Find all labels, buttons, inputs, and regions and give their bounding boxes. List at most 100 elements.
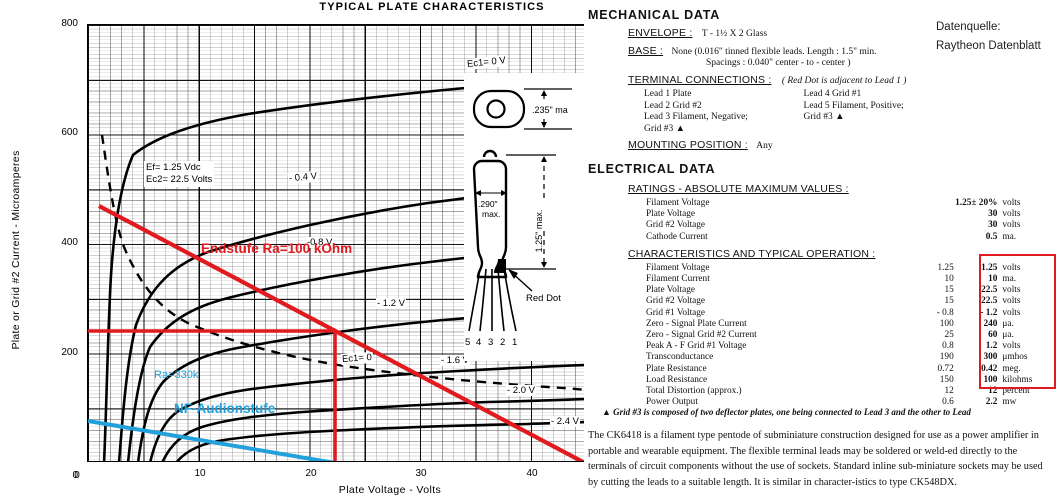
characteristics-table: Filament Voltage 1.25 1.25 volts Filamen… xyxy=(628,263,1058,409)
curve-neg-2p0v xyxy=(161,397,584,461)
terminal-connections-note: ( Red Dot is adjacent to Lead 1 ) xyxy=(781,75,907,86)
grid3-footnote: ▲ Grid #3 is composed of two deflector p… xyxy=(602,407,971,417)
characteristic-unit: meg. xyxy=(1002,363,1021,374)
y-tick-400: 400 xyxy=(61,237,78,248)
x-tick-10: 10 xyxy=(194,468,206,479)
envelope-value: T - 1½ X 2 Glass xyxy=(701,29,768,39)
characteristic-unit: μmhos xyxy=(1002,352,1028,363)
lead-number-labels: 5 4 3 2 1 xyxy=(465,337,517,348)
rating-value: 1.25± 20% xyxy=(955,198,998,208)
lead-item: Lead 2 Grid #2 xyxy=(644,100,702,111)
characteristic-name: Peak A - F Grid #1 Voltage xyxy=(646,341,747,352)
rating-value: 30 xyxy=(988,209,998,220)
curve-label-neg-2p4v: - 2.4 V xyxy=(550,416,580,427)
characteristic-unit: volts xyxy=(1002,296,1021,307)
datasheet-panel: Datenquelle: Raytheon Datenblatt MECHANI… xyxy=(586,0,1059,503)
x-tick-0: 0 xyxy=(74,470,80,481)
characteristic-name: Plate Voltage xyxy=(646,285,695,296)
mechanical-data-heading: MECHANICAL DATA xyxy=(588,8,721,22)
y-axis-label: Plate or Grid #2 Current - Microamperes xyxy=(10,150,22,350)
characteristic-name: Transconductance xyxy=(646,352,714,363)
characteristics-row: Zero - Signal Plate Current 100 240 μa. xyxy=(646,319,1058,330)
rating-name: Cathode Current xyxy=(646,231,708,242)
lead-item: Lead 4 Grid #1 xyxy=(803,89,862,99)
envelope-label: ENVELOPE : xyxy=(628,27,693,39)
characteristic-name: Filament Current xyxy=(646,274,710,285)
ratings-row: Plate Voltage 30 volts xyxy=(646,209,1058,220)
data-source-line1: Datenquelle: xyxy=(936,21,1001,33)
dim-290-label: .290" xyxy=(478,199,498,209)
electrical-data-heading: ELECTRICAL DATA xyxy=(588,162,716,176)
lead-item: Lead 5 Filament, Positive; xyxy=(803,100,904,111)
characteristic-col2: 10 xyxy=(988,274,998,285)
data-source-line2: Raytheon Datenblatt xyxy=(936,40,1041,52)
curve-neg-1p6v xyxy=(149,363,584,461)
operating-conditions-note: Ef= 1.25 Vdc Ec2= 22.5 Volts xyxy=(144,161,215,187)
characteristic-unit: ma. xyxy=(1002,274,1017,285)
base-row: BASE : None (0.016" tinned flexible lead… xyxy=(628,45,973,59)
curve-label-ec1-0-dashed: Ec1= 0 xyxy=(340,351,374,366)
loadline-blue-layer xyxy=(88,419,336,461)
rating-unit: volts xyxy=(1002,209,1021,220)
lead-item: Grid #3 ▲ xyxy=(803,112,845,122)
characteristic-col1: 25 xyxy=(944,330,954,341)
terminal-connections-row: TERMINAL CONNECTIONS : ( Red Dot is adja… xyxy=(628,73,973,88)
base-value-1: None (0.016" tinned flexible leads. Leng… xyxy=(671,46,877,57)
rating-value: 30 xyxy=(988,220,998,231)
characteristic-unit: μa. xyxy=(1002,318,1014,329)
ratings-row: Cathode Current 0.5 ma. xyxy=(646,232,1058,243)
characteristics-row: Filament Current 10 10 ma. xyxy=(646,274,1058,285)
characteristic-col2: 100 xyxy=(983,374,998,385)
characteristics-row: Plate Voltage 15 22.5 volts xyxy=(646,285,1058,296)
plot-area: Ec1= 0 V - 0.4 V -0.8 V - 1.2 V Ec1= 0 -… xyxy=(87,24,584,462)
tube-outline-drawing: .235" ma .290" max. xyxy=(464,73,584,361)
mounting-position-value: Any xyxy=(756,141,773,151)
y-tick-0: 0 xyxy=(72,470,78,481)
characteristic-col2: 2.2 xyxy=(985,397,998,408)
characteristics-row: Total Distortion (approx.) 12 12 percent xyxy=(646,386,1058,397)
characteristic-name: Power Output xyxy=(646,397,698,408)
rating-unit: volts xyxy=(1002,198,1021,208)
x-tick-30: 30 xyxy=(415,468,427,479)
y-tick-600: 600 xyxy=(61,127,78,138)
characteristic-col2: 1.2 xyxy=(985,341,998,352)
loadline-red-layer xyxy=(88,204,584,461)
plate-characteristics-chart: TYPICAL PLATE CHARACTERISTICS 800 600 40… xyxy=(10,1,584,496)
chart-title: TYPICAL PLATE CHARACTERISTICS xyxy=(319,1,545,13)
annotation-endstufe: Endstufe Ra=100 kOhm xyxy=(201,241,353,256)
dim-235-lines xyxy=(524,88,572,130)
characteristic-unit: μa. xyxy=(1002,330,1014,341)
terminal-connections-label: TERMINAL CONNECTIONS : xyxy=(628,73,772,86)
characteristics-row: Peak A - F Grid #1 Voltage 0.8 1.2 volts xyxy=(646,341,1058,352)
characteristics-row: Filament Voltage 1.25 1.25 volts xyxy=(646,263,1058,274)
characteristics-row: Load Resistance 150 100 kilohms xyxy=(646,375,1058,386)
dim-290-max-label: max. xyxy=(482,209,500,219)
red-dot-label: Red Dot xyxy=(526,293,561,304)
mounting-position-label: MOUNTING POSITION : xyxy=(628,139,748,151)
characteristic-name: Load Resistance xyxy=(646,374,708,385)
data-source-note: Datenquelle: Raytheon Datenblatt xyxy=(936,18,1041,56)
tube-description: The CK6418 is a filament type pentode of… xyxy=(588,430,1043,488)
characteristic-name: Plate Resistance xyxy=(646,363,707,374)
rating-name: Filament Voltage xyxy=(646,198,710,208)
lead-item: Lead 3 Filament, Negative; xyxy=(644,112,748,122)
curve-label-neg-0p8v: -0.8 V xyxy=(306,237,334,248)
characteristics-row: Grid #2 Voltage 15 22.5 volts xyxy=(646,296,1058,307)
characteristic-col2: 22.5 xyxy=(981,285,998,296)
characteristic-col2: 0.42 xyxy=(981,363,998,374)
rating-name: Plate Voltage xyxy=(646,209,695,220)
base-value-2: Spacings : 0.040" center - to - center ) xyxy=(706,58,851,68)
characteristic-col2: - 1.2 xyxy=(980,307,998,318)
characteristic-col1: 190 xyxy=(939,352,954,363)
rating-name: Grid #2 Voltage xyxy=(646,220,706,231)
characteristic-unit: mw xyxy=(1002,397,1017,408)
characteristic-col1: 150 xyxy=(939,374,954,385)
characteristic-col2: 60 xyxy=(988,330,998,341)
characteristic-name: Zero - Signal Plate Current xyxy=(646,318,747,329)
mounting-position-row: MOUNTING POSITION : Any xyxy=(628,139,973,153)
characteristic-name: Total Distortion (approx.) xyxy=(646,386,742,397)
characteristic-unit: volts xyxy=(1002,307,1021,318)
characteristic-col1: - 0.8 xyxy=(936,307,954,318)
svg-text:3: 3 xyxy=(488,337,493,348)
dim-125-label: 1.25" max. xyxy=(534,210,544,253)
